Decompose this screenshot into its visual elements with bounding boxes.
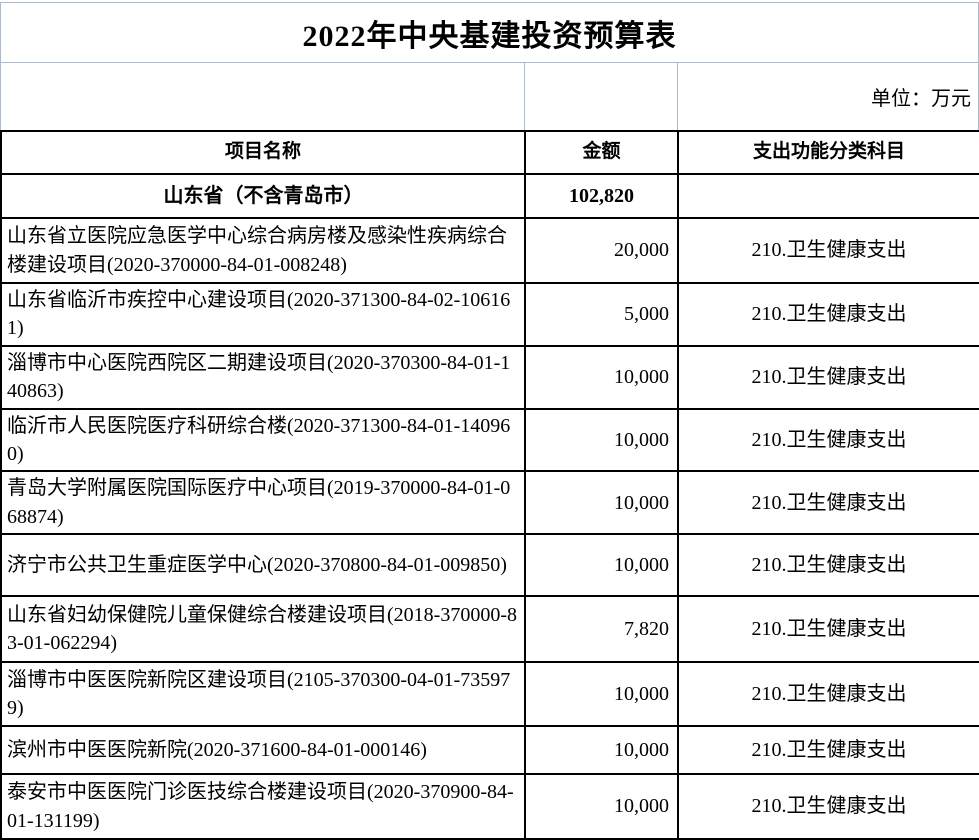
amount-cell: 10,000 [524,773,679,840]
summary-name-cell: 山东省（不含青岛市） [0,173,526,219]
project-name-cell: 山东省临沂市疾控中心建设项目(2020-371300-84-02-106161) [0,282,526,347]
amount-cell: 10,000 [524,725,679,776]
category-cell: 210.卫生健康支出 [677,470,979,536]
project-name-cell: 泰安市中医医院门诊医技综合楼建设项目(2020-370900-84-01-131… [0,773,526,840]
amount-cell: 20,000 [524,217,679,284]
table-row: 济宁市公共卫生重症医学中心(2020-370800-84-01-009850) … [0,533,979,598]
table-row: 淄博市中医医院新院区建设项目(2105-370300-04-01-735979)… [0,661,979,728]
page-title: 2022年中央基建投资预算表 [0,2,979,63]
category-cell: 210.卫生健康支出 [677,407,979,473]
amount-cell: 10,000 [524,470,679,536]
col-header-project-name: 项目名称 [0,130,526,175]
amount-cell: 10,000 [524,533,679,598]
unit-row-cell-note: 单位：万元 [676,63,978,130]
category-cell: 210.卫生健康支出 [677,595,979,664]
amount-cell: 10,000 [524,344,679,410]
project-name-cell: 淄博市中医医院新院区建设项目(2105-370300-04-01-735979) [0,661,526,728]
category-cell: 210.卫生健康支出 [677,282,979,347]
summary-row: 山东省（不含青岛市） 102,820 [0,173,979,219]
unit-row-cell-empty-1 [1,63,524,130]
category-cell: 210.卫生健康支出 [677,773,979,840]
unit-note: 单位：万元 [871,88,971,110]
category-cell: 210.卫生健康支出 [677,661,979,728]
table-row: 山东省妇幼保健院儿童保健综合楼建设项目(2018-370000-83-01-06… [0,595,979,664]
table-row: 滨州市中医医院新院(2020-371600-84-01-000146) 10,0… [0,725,979,776]
category-cell: 210.卫生健康支出 [677,217,979,284]
project-name-cell: 山东省立医院应急医学中心综合病房楼及感染性疾病综合楼建设项目(2020-3700… [0,217,526,284]
table-body: 山东省（不含青岛市） 102,820 山东省立医院应急医学中心综合病房楼及感染性… [0,173,979,840]
col-header-amount: 金额 [524,130,679,175]
table-row: 山东省立医院应急医学中心综合病房楼及感染性疾病综合楼建设项目(2020-3700… [0,217,979,284]
project-name-cell: 青岛大学附属医院国际医疗中心项目(2019-370000-84-01-06887… [0,470,526,536]
header-row: 项目名称 金额 支出功能分类科目 [0,130,979,175]
project-name-cell: 临沂市人民医院医疗科研综合楼(2020-371300-84-01-140960) [0,407,526,473]
project-name-cell: 淄博市中心医院西院区二期建设项目(2020-370300-84-01-14086… [0,344,526,410]
col-header-expenditure-category: 支出功能分类科目 [677,130,979,175]
table-row: 青岛大学附属医院国际医疗中心项目(2019-370000-84-01-06887… [0,470,979,536]
unit-note-row: 单位：万元 [0,63,979,130]
table-row: 临沂市人民医院医疗科研综合楼(2020-371300-84-01-140960)… [0,407,979,473]
page-title-text: 2022年中央基建投资预算表 [302,19,677,53]
project-name-cell: 济宁市公共卫生重症医学中心(2020-370800-84-01-009850) [0,533,526,598]
table-row: 泰安市中医医院门诊医技综合楼建设项目(2020-370900-84-01-131… [0,773,979,840]
project-name-cell: 山东省妇幼保健院儿童保健综合楼建设项目(2018-370000-83-01-06… [0,595,526,664]
table-row: 淄博市中心医院西院区二期建设项目(2020-370300-84-01-14086… [0,344,979,410]
category-cell: 210.卫生健康支出 [677,533,979,598]
table-row: 山东省临沂市疾控中心建设项目(2020-371300-84-02-106161)… [0,282,979,347]
category-cell: 210.卫生健康支出 [677,725,979,776]
amount-cell: 7,820 [524,595,679,664]
budget-table: 项目名称 金额 支出功能分类科目 山东省（不含青岛市） 102,820 山东省立… [0,130,979,840]
unit-row-cell-empty-2 [523,63,677,130]
category-cell: 210.卫生健康支出 [677,344,979,410]
amount-cell: 10,000 [524,661,679,728]
summary-amount-cell: 102,820 [524,173,679,219]
project-name-cell: 滨州市中医医院新院(2020-371600-84-01-000146) [0,725,526,776]
amount-cell: 5,000 [524,282,679,347]
summary-category-cell [677,173,979,219]
amount-cell: 10,000 [524,407,679,473]
